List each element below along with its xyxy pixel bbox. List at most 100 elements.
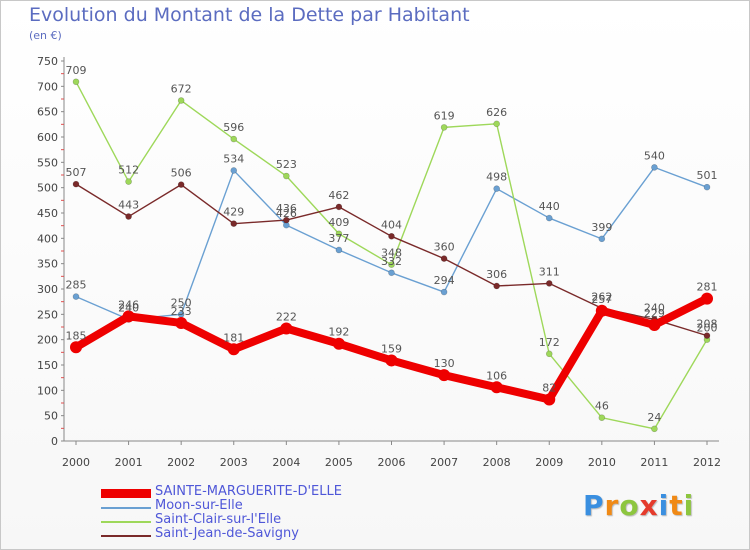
data-point	[493, 120, 500, 128]
data-point	[335, 230, 343, 238]
x-tick-label: 2005	[325, 456, 353, 469]
data-label: 443	[118, 199, 139, 212]
data-point	[283, 172, 290, 180]
data-label: 24	[647, 411, 661, 424]
x-tick-label: 2008	[483, 456, 511, 469]
data-point	[440, 288, 448, 296]
data-label: 257	[591, 293, 612, 306]
logo-letter: i	[683, 489, 695, 522]
data-label: 281	[697, 281, 718, 294]
legend-swatch	[101, 535, 151, 537]
legend-label: Saint-Jean-de-Savigny	[155, 526, 299, 541]
data-label: 332	[381, 255, 402, 268]
data-point	[283, 216, 290, 224]
data-point	[177, 97, 185, 104]
data-point	[703, 332, 711, 339]
data-point	[72, 180, 80, 188]
legend-label: Saint-Clair-sur-l'Elle	[155, 512, 282, 527]
data-label: 507	[66, 166, 87, 179]
y-tick-label: 0	[51, 435, 58, 448]
data-label: 229	[644, 307, 665, 320]
data-label: 399	[591, 221, 612, 234]
data-point	[388, 233, 395, 240]
legend-swatch	[101, 507, 151, 509]
data-label: 192	[328, 326, 349, 339]
data-label: 498	[486, 171, 507, 184]
data-label: 426	[276, 207, 297, 220]
data-point	[335, 246, 343, 254]
data-label: 200	[697, 322, 718, 335]
data-label: 506	[171, 167, 192, 180]
data-point	[388, 261, 395, 268]
data-point	[493, 185, 500, 192]
logo-letter: o	[619, 489, 640, 522]
x-tick-label: 2001	[115, 456, 143, 469]
y-tick-label: 750	[37, 55, 58, 68]
data-point	[440, 124, 448, 131]
data-point	[335, 203, 343, 211]
data-label: 429	[223, 206, 244, 219]
y-tick-label: 200	[37, 334, 58, 347]
data-label: 285	[66, 279, 87, 292]
data-label: 246	[118, 298, 139, 311]
data-label: 208	[697, 318, 718, 331]
x-tick-label: 2004	[272, 456, 300, 469]
x-tick-label: 2007	[430, 456, 458, 469]
logo-letter: x	[639, 489, 659, 522]
data-point	[122, 310, 135, 323]
data-point	[598, 414, 606, 421]
data-labels: 285 240 250 534 426 377 332 294 498 440 399 540 501 7…	[66, 64, 718, 424]
data-point	[545, 350, 553, 358]
data-label: 436	[276, 202, 297, 215]
data-label: 181	[223, 331, 244, 344]
legend-swatch	[101, 521, 151, 523]
y-tick-label: 550	[37, 156, 58, 169]
proxiti-logo: Proxiti	[583, 489, 694, 522]
data-label: 512	[118, 164, 139, 177]
data-label: 672	[171, 83, 192, 96]
y-tick-label: 450	[37, 207, 58, 220]
data-point	[648, 318, 661, 331]
data-label: 294	[434, 274, 455, 287]
data-label: 440	[539, 200, 560, 213]
data-label: 523	[276, 158, 297, 171]
data-point	[651, 164, 658, 171]
legend-label: Moon-sur-Elle	[155, 498, 243, 513]
y-tick-label: 150	[37, 359, 58, 372]
data-label: 185	[66, 329, 87, 342]
data-label: 360	[434, 241, 455, 254]
data-point	[545, 214, 553, 222]
data-point	[595, 304, 608, 317]
logo-letter: t	[669, 489, 684, 522]
data-label: 46	[595, 400, 609, 413]
data-label: 404	[381, 218, 402, 231]
data-label: 306	[486, 268, 507, 281]
data-label: 240	[118, 301, 139, 314]
data-label: 262	[591, 290, 612, 303]
y-tick-label: 300	[37, 283, 58, 296]
data-point	[545, 280, 553, 287]
data-point	[227, 343, 240, 356]
y-tick-label: 500	[37, 182, 58, 195]
data-label: 82	[542, 381, 556, 394]
data-point	[493, 282, 500, 290]
logo-letter: r	[604, 489, 620, 522]
data-label: 233	[171, 305, 192, 318]
data-label: 596	[223, 121, 244, 134]
x-tick-label: 2000	[62, 456, 90, 469]
x-tick-label: 2012	[693, 456, 721, 469]
y-tick-label: 250	[37, 308, 58, 321]
x-tick-label: 2006	[378, 456, 406, 469]
series-points	[70, 78, 713, 433]
data-point	[701, 292, 713, 305]
axes: 0 50 100 150 200 250 300 350 400 450 500 550 600 650 7…	[37, 55, 721, 469]
data-label: 130	[434, 357, 455, 370]
data-point	[177, 181, 185, 188]
logo-letter: P	[583, 489, 605, 522]
x-tick-label: 2003	[220, 456, 248, 469]
chart-title: Evolution du Montant de la Dette par Hab…	[29, 4, 470, 26]
data-label: 377	[328, 232, 349, 245]
chart-subtitle: (en €)	[29, 29, 62, 42]
data-point	[230, 220, 238, 227]
